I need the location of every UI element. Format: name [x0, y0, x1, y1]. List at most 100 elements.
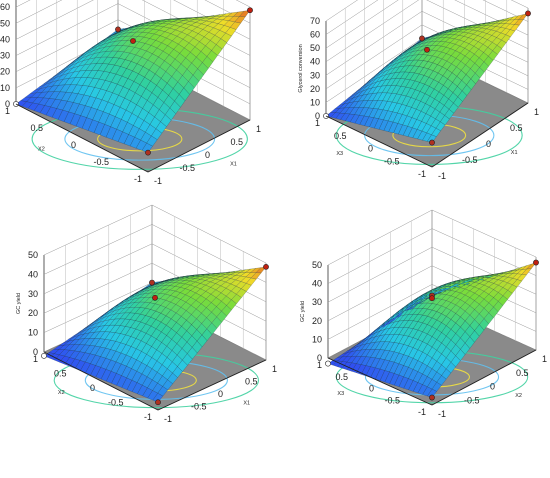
x-axis-label: X2 — [515, 393, 522, 399]
x-tick-label: 1 — [272, 364, 277, 374]
x-axis-line — [147, 119, 251, 173]
design-point — [429, 295, 435, 302]
y-tick-label: 1 — [33, 354, 38, 364]
wall-gridline — [43, 204, 267, 264]
z-tick-label: 20 — [28, 308, 38, 318]
y-tick-label: 0 — [90, 383, 95, 393]
z-tick-label: 30 — [310, 70, 320, 80]
y-tick-label: -1 — [418, 407, 426, 417]
design-point — [525, 10, 531, 17]
z-tick-label: 10 — [312, 334, 322, 344]
wall-gridline — [327, 284, 537, 340]
chart-panel-4: 0 10 20 30 40 50 GC yield 1 0.5 0 -0.5 -1 X3 -1 -0.5 0 0… — [300, 209, 547, 419]
wall-gridline — [43, 224, 267, 283]
chart-panel-3: 0 10 20 30 40 50 GC yield 1 0.5 0 -0.5 -1 X2 -1 -0.5 0 0… — [16, 204, 277, 424]
design-point — [41, 352, 47, 359]
design-point — [429, 139, 435, 146]
x-axis-line — [157, 359, 267, 411]
x-axis-label: X1 — [243, 401, 250, 407]
y-tick-label: 0 — [368, 144, 373, 154]
z-tick-label: 20 — [310, 84, 320, 94]
wall-gridline — [327, 228, 537, 284]
y-axis-label: X3 — [337, 391, 344, 397]
z-tick-label: 0 — [5, 99, 10, 109]
y-axis-line — [15, 103, 149, 173]
z-tick-label: 20 — [312, 316, 322, 326]
z-tick-label: 10 — [310, 97, 320, 107]
y-tick-label: 0.5 — [334, 131, 347, 141]
z-tick-label: 50 — [0, 18, 10, 28]
y-tick-label: 0 — [71, 140, 76, 150]
x-axis-line — [431, 349, 537, 406]
wall-gridline — [235, 0, 251, 8]
y-tick-label: 0.5 — [30, 123, 43, 133]
y-axis-label: X2 — [38, 147, 45, 153]
y-tick-label: -1 — [418, 169, 426, 179]
x-tick-label: -0.5 — [180, 163, 196, 173]
x-tick-label: -1 — [438, 409, 446, 419]
x-tick-label: -1 — [164, 414, 172, 424]
design-point — [13, 101, 19, 107]
design-point — [419, 35, 425, 42]
z-tick-label: 70 — [310, 16, 320, 26]
x-tick-label: 1 — [256, 124, 261, 134]
z-tick-label: 50 — [312, 260, 322, 270]
z-tick-label: 10 — [28, 328, 38, 338]
surface-mesh — [15, 9, 251, 153]
z-tick-label: 20 — [0, 67, 10, 77]
design-point — [263, 263, 269, 270]
z-axis-label: GC yield — [300, 301, 306, 322]
y-tick-label: -1 — [144, 412, 152, 422]
z-axis-label: GC yield — [16, 293, 22, 314]
x-tick-label: -0.5 — [191, 402, 207, 412]
x-tick-label: 0 — [218, 389, 223, 399]
design-point — [429, 394, 435, 401]
y-tick-label: 1 — [315, 118, 320, 128]
y-tick-label: -0.5 — [93, 157, 109, 167]
z-tick-label: 30 — [28, 289, 38, 299]
x-axis-label: X1 — [230, 161, 237, 167]
y-tick-label: 1 — [317, 360, 322, 370]
z-tick-label: 60 — [0, 2, 10, 12]
wall-gridline — [327, 209, 537, 266]
y-tick-label: -0.5 — [108, 398, 124, 408]
x-tick-label: -1 — [438, 171, 446, 181]
z-tick-label: 0 — [317, 353, 322, 363]
z-tick-label: 40 — [28, 269, 38, 279]
design-point — [145, 149, 151, 156]
design-point — [533, 259, 539, 266]
design-point — [115, 26, 121, 33]
wall-gridline — [325, 0, 529, 49]
x-tick-label: -1 — [154, 176, 162, 186]
z-tick-label: 10 — [0, 83, 10, 93]
z-tick-label: 40 — [0, 34, 10, 44]
x-tick-label: -0.5 — [462, 155, 478, 165]
y-axis-line — [327, 357, 433, 406]
design-point — [152, 294, 158, 301]
z-tick-label: 40 — [310, 57, 320, 67]
wall-gridline — [325, 0, 529, 22]
y-axis-label: X3 — [336, 151, 343, 157]
x-tick-label: 0 — [490, 382, 495, 392]
x-tick-label: 0.5 — [510, 123, 523, 133]
wall-gridline — [325, 0, 529, 35]
design-point — [149, 279, 155, 286]
design-point — [155, 399, 161, 406]
wall-gridline — [15, 0, 251, 24]
z-tick-label: 30 — [0, 51, 10, 61]
surface-mesh — [43, 266, 267, 403]
design-point — [247, 7, 253, 14]
y-axis-label: X2 — [58, 390, 65, 396]
z-tick-label: 0 — [33, 347, 38, 357]
y-axis-line — [43, 351, 159, 411]
y-tick-label: 1 — [5, 106, 10, 116]
y-tick-label: 0.5 — [335, 372, 348, 382]
x-tick-label: 0.5 — [516, 368, 529, 378]
x-tick-label: 0.5 — [231, 137, 244, 147]
surface-mesh — [327, 262, 537, 398]
y-tick-label: 0 — [369, 384, 374, 394]
y-tick-label: -0.5 — [384, 156, 400, 166]
z-tick-label: 50 — [310, 43, 320, 53]
